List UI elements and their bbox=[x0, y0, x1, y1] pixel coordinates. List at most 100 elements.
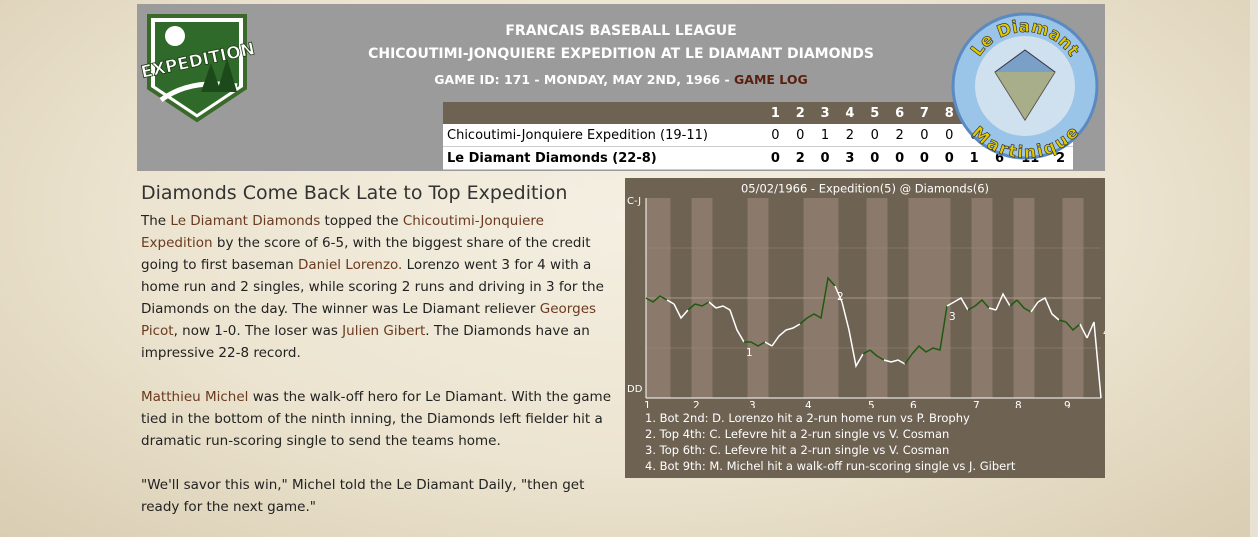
inning-label: 6 bbox=[910, 400, 917, 408]
inning-label: 9 bbox=[1064, 400, 1071, 408]
game-id-text: GAME ID: 171 - MONDAY, MAY 2ND, 1966 - bbox=[434, 72, 730, 87]
chart-title: 05/02/1966 - Expedition(5) @ Diamonds(6) bbox=[741, 182, 989, 196]
score-cell: 0 bbox=[787, 124, 813, 147]
text: . The Diamonds have an impressive 22-8 r… bbox=[141, 323, 590, 361]
score-cell: 0 bbox=[912, 124, 937, 147]
text: was the walk-off hero for Le Diamant. Wi… bbox=[141, 389, 612, 449]
score-cell: 0 bbox=[862, 124, 888, 147]
line-connector bbox=[988, 307, 997, 311]
win-line bbox=[995, 292, 1011, 311]
line-connector bbox=[687, 303, 696, 311]
win-line bbox=[869, 349, 885, 361]
score-cell: 0 bbox=[912, 146, 937, 170]
score-cell: 0 bbox=[936, 124, 962, 147]
win-line bbox=[715, 305, 745, 343]
win-line bbox=[841, 301, 864, 369]
header-cell: 1 bbox=[762, 102, 788, 124]
line-connector bbox=[904, 353, 913, 365]
header-cell: 5 bbox=[862, 102, 888, 124]
win-line bbox=[890, 359, 906, 365]
event-line: 4. Bot 9th: M. Michel hit a walk-off run… bbox=[645, 459, 1016, 473]
right-logo: Le Diamant Martinique bbox=[951, 12, 1099, 162]
score-cell: 2 bbox=[837, 124, 863, 147]
line-connector bbox=[862, 349, 871, 355]
inning-label: 8 bbox=[1015, 400, 1022, 408]
event-marker: 3 bbox=[949, 311, 956, 323]
win-line bbox=[1037, 296, 1060, 321]
event-marker: 4 bbox=[1103, 327, 1105, 339]
league: FRANCAIS BASEBALL LEAGUE bbox=[505, 23, 737, 39]
link[interactable]: Julien Gibert bbox=[342, 323, 426, 339]
score-cell: 0 bbox=[762, 146, 788, 170]
inning-label: 3 bbox=[749, 400, 756, 408]
chart-svg: 05/02/1966 - Expedition(5) @ Diamonds(6)… bbox=[627, 182, 1110, 413]
score-cell: 0 bbox=[762, 124, 788, 147]
header-cell bbox=[443, 102, 763, 124]
header-cell: 7 bbox=[912, 102, 937, 124]
win-line bbox=[1016, 299, 1032, 313]
inning-label: 2 bbox=[693, 400, 700, 408]
win-line bbox=[911, 305, 948, 355]
win-line bbox=[953, 296, 969, 311]
link[interactable]: Chicoutimi-Jonquiere Expedition bbox=[141, 213, 544, 251]
paragraph: "We'll savor this win," Michel told the … bbox=[141, 474, 613, 518]
text: topped the bbox=[320, 213, 403, 229]
matchup: CHICOUTIMI-JONQUIERE EXPEDITION AT LE DI… bbox=[368, 46, 874, 62]
event-marker: 2 bbox=[837, 291, 844, 303]
win-line bbox=[750, 341, 766, 347]
win-line bbox=[974, 298, 990, 309]
header: EXPEDITION FRANCAIS BASEBALL LEAGUE CHIC… bbox=[137, 4, 1105, 171]
event-marker: 1 bbox=[746, 347, 753, 359]
text: "We'll savor this win," Michel told the … bbox=[141, 477, 585, 515]
line-connector bbox=[764, 341, 773, 347]
line-connector bbox=[1009, 299, 1018, 307]
header-cell: 4 bbox=[837, 102, 863, 124]
line-connector bbox=[1058, 319, 1067, 323]
score-cell: 3 bbox=[837, 146, 863, 170]
event-line: 3. Top 6th: C. Lefevre hit a 2-run singl… bbox=[645, 443, 950, 457]
score-cell: 0 bbox=[862, 146, 888, 170]
score-cell: 2 bbox=[887, 124, 913, 147]
headline: Diamonds Come Back Late to Top Expeditio… bbox=[141, 182, 568, 204]
team-name: Chicoutimi-Jonquiere Expedition (19-11) bbox=[443, 124, 763, 147]
score-cell: 0 bbox=[887, 146, 913, 170]
text: The bbox=[141, 213, 171, 229]
win-chart: 05/02/1966 - Expedition(5) @ Diamonds(6)… bbox=[625, 178, 1110, 478]
event-line: 2. Top 4th: C. Lefevre hit a 2-run singl… bbox=[645, 427, 950, 441]
win-line bbox=[1065, 321, 1081, 332]
text: , now 1-0. The loser was bbox=[173, 323, 343, 339]
link[interactable]: Matthieu Michel bbox=[141, 389, 249, 405]
paragraph: The Le Diamant Diamonds topped the Chico… bbox=[141, 210, 613, 364]
text: Lorenzo went 3 for 4 with a home run and… bbox=[141, 257, 604, 317]
win-line bbox=[673, 303, 689, 320]
game-log-link[interactable]: GAME LOG bbox=[734, 72, 808, 87]
link[interactable]: Georges Picot bbox=[141, 301, 597, 339]
event-line: 1. Bot 2nd: D. Lorenzo hit a 2-run home … bbox=[645, 411, 970, 425]
win-line bbox=[771, 323, 801, 347]
article: Diamonds Come Back Late to Top Expeditio… bbox=[141, 180, 613, 537]
line-connector bbox=[708, 301, 717, 309]
line-connector bbox=[1079, 323, 1088, 339]
win-line bbox=[645, 295, 668, 303]
top-label: C-J bbox=[627, 196, 641, 207]
inning-label: 1 bbox=[644, 400, 651, 408]
score-cell: 2 bbox=[787, 146, 813, 170]
inning-label: 5 bbox=[868, 400, 875, 408]
line-connector bbox=[1030, 301, 1039, 313]
link[interactable]: Daniel Lorenzo. bbox=[297, 257, 403, 273]
line-connector bbox=[666, 299, 675, 305]
score-cell: 1 bbox=[961, 146, 987, 170]
inning-label: 7 bbox=[973, 400, 980, 408]
game-id: GAME ID: 171 - MONDAY, MAY 2ND, 1966 - G… bbox=[137, 72, 1105, 87]
score-cell: 1 bbox=[812, 124, 838, 147]
scrollbar bbox=[1250, 0, 1258, 537]
win-line bbox=[806, 276, 836, 320]
win-line bbox=[1086, 321, 1102, 399]
link[interactable]: Le Diamant Diamonds bbox=[170, 213, 321, 229]
team-name: Le Diamant Diamonds (22-8) bbox=[443, 146, 763, 170]
line-connector bbox=[967, 305, 976, 311]
inning-label: 4 bbox=[805, 400, 812, 408]
line-connector bbox=[946, 301, 955, 307]
line-connector bbox=[883, 359, 892, 363]
